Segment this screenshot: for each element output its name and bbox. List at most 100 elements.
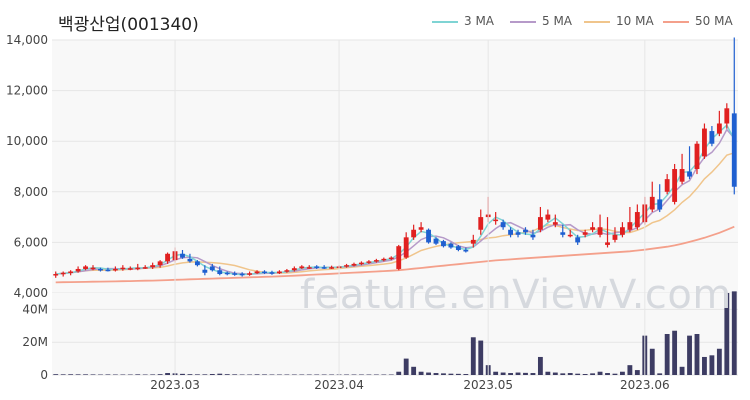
candle <box>724 103 730 129</box>
volume-bar <box>560 373 566 375</box>
volume-bar <box>284 374 290 376</box>
candle-body <box>83 266 88 269</box>
volume-bar <box>634 370 640 375</box>
candle <box>605 217 610 248</box>
legend-item-10ma[interactable]: 10 MA <box>584 14 654 28</box>
legend-item-5ma[interactable]: 5 MA <box>510 14 572 28</box>
candle <box>135 263 141 271</box>
candle-body <box>291 268 297 271</box>
candle-body <box>731 113 737 187</box>
candle <box>664 174 670 195</box>
volume-plot-area <box>52 293 738 375</box>
candle-body <box>388 257 394 260</box>
volume-bar <box>239 374 245 376</box>
candle-body <box>702 128 707 157</box>
candle <box>314 265 320 269</box>
candle <box>403 232 409 259</box>
volume-bar <box>687 335 692 375</box>
volume-bar <box>388 374 394 376</box>
candle-body <box>75 268 81 272</box>
candle-body <box>537 217 543 230</box>
candle-body <box>351 263 357 266</box>
candle <box>649 181 655 213</box>
candle <box>418 222 424 233</box>
candle-body <box>441 241 446 247</box>
candle <box>441 239 446 248</box>
candle-body <box>68 271 74 273</box>
candle <box>552 214 558 228</box>
candle-body <box>463 249 469 252</box>
legend-swatch-50ma <box>663 20 689 23</box>
legend-item-50ma[interactable]: 50 MA <box>663 14 733 28</box>
chart-title: 백광산업(001340) <box>58 15 199 35</box>
candle <box>165 252 170 264</box>
candle <box>679 153 685 185</box>
volume-bar <box>247 374 253 376</box>
volume-bar <box>105 374 111 375</box>
candle-body <box>724 108 730 124</box>
candle-body <box>627 222 633 230</box>
candle-body <box>470 239 476 244</box>
candle-body <box>433 238 439 244</box>
candle-body <box>321 267 327 269</box>
candle <box>329 265 335 269</box>
candle <box>463 247 469 253</box>
volume-bar <box>612 373 618 375</box>
candle-body <box>165 253 170 262</box>
candle-body <box>314 266 320 268</box>
volume-bar <box>426 372 431 375</box>
volume-bar <box>508 373 513 375</box>
candle <box>657 184 663 213</box>
volume-bar <box>597 371 603 375</box>
candle <box>545 209 551 223</box>
candle-body <box>90 267 96 270</box>
candle <box>672 163 678 205</box>
candle <box>306 265 312 269</box>
candle <box>448 242 454 249</box>
volume-bar <box>545 371 551 375</box>
volume-bar <box>657 373 663 375</box>
candle <box>687 146 692 180</box>
candle <box>53 271 59 278</box>
candle-body <box>687 171 692 177</box>
candle-body <box>716 123 722 134</box>
candle-body <box>493 219 499 222</box>
candle <box>98 267 103 272</box>
candle <box>90 265 96 271</box>
legend-item-3ma[interactable]: 3 MA <box>432 14 494 28</box>
candle <box>247 271 253 276</box>
volume-bar <box>112 374 118 376</box>
candle-body <box>597 227 603 235</box>
candle-body <box>202 269 208 273</box>
volume-bar <box>359 374 364 376</box>
volume-bar <box>224 374 230 375</box>
candle-body <box>590 227 596 230</box>
volume-bar <box>403 358 409 375</box>
volume-bar <box>694 334 700 375</box>
volume-bar <box>500 372 506 375</box>
x-tick-label: 2023.06 <box>620 378 670 392</box>
volume-bar <box>478 340 484 375</box>
candle <box>508 227 513 238</box>
candle-body <box>359 262 364 265</box>
volume-tick-label: 20M <box>22 335 48 349</box>
volume-tick-label: 40M <box>22 302 48 316</box>
volume-bar <box>53 374 59 375</box>
price-tick-label: 14,000 <box>6 33 48 47</box>
volume-bar <box>142 374 148 376</box>
candle-body <box>209 266 215 271</box>
candle-body <box>545 214 551 220</box>
candle-body <box>552 222 558 225</box>
price-panel: 4,000 6,000 8,000 10,000 12,000 14,000 <box>6 33 738 300</box>
volume-bar <box>299 374 305 376</box>
legend-swatch-10ma <box>584 20 610 23</box>
volume-bar <box>150 374 156 375</box>
candle-body <box>582 232 588 235</box>
candle-body <box>269 272 275 274</box>
candle-body <box>523 229 528 233</box>
candle-body <box>500 222 506 228</box>
candle-body <box>567 234 573 237</box>
candle <box>567 229 573 238</box>
watermark: feature.enViewV.com <box>300 272 732 318</box>
candle <box>694 141 700 175</box>
